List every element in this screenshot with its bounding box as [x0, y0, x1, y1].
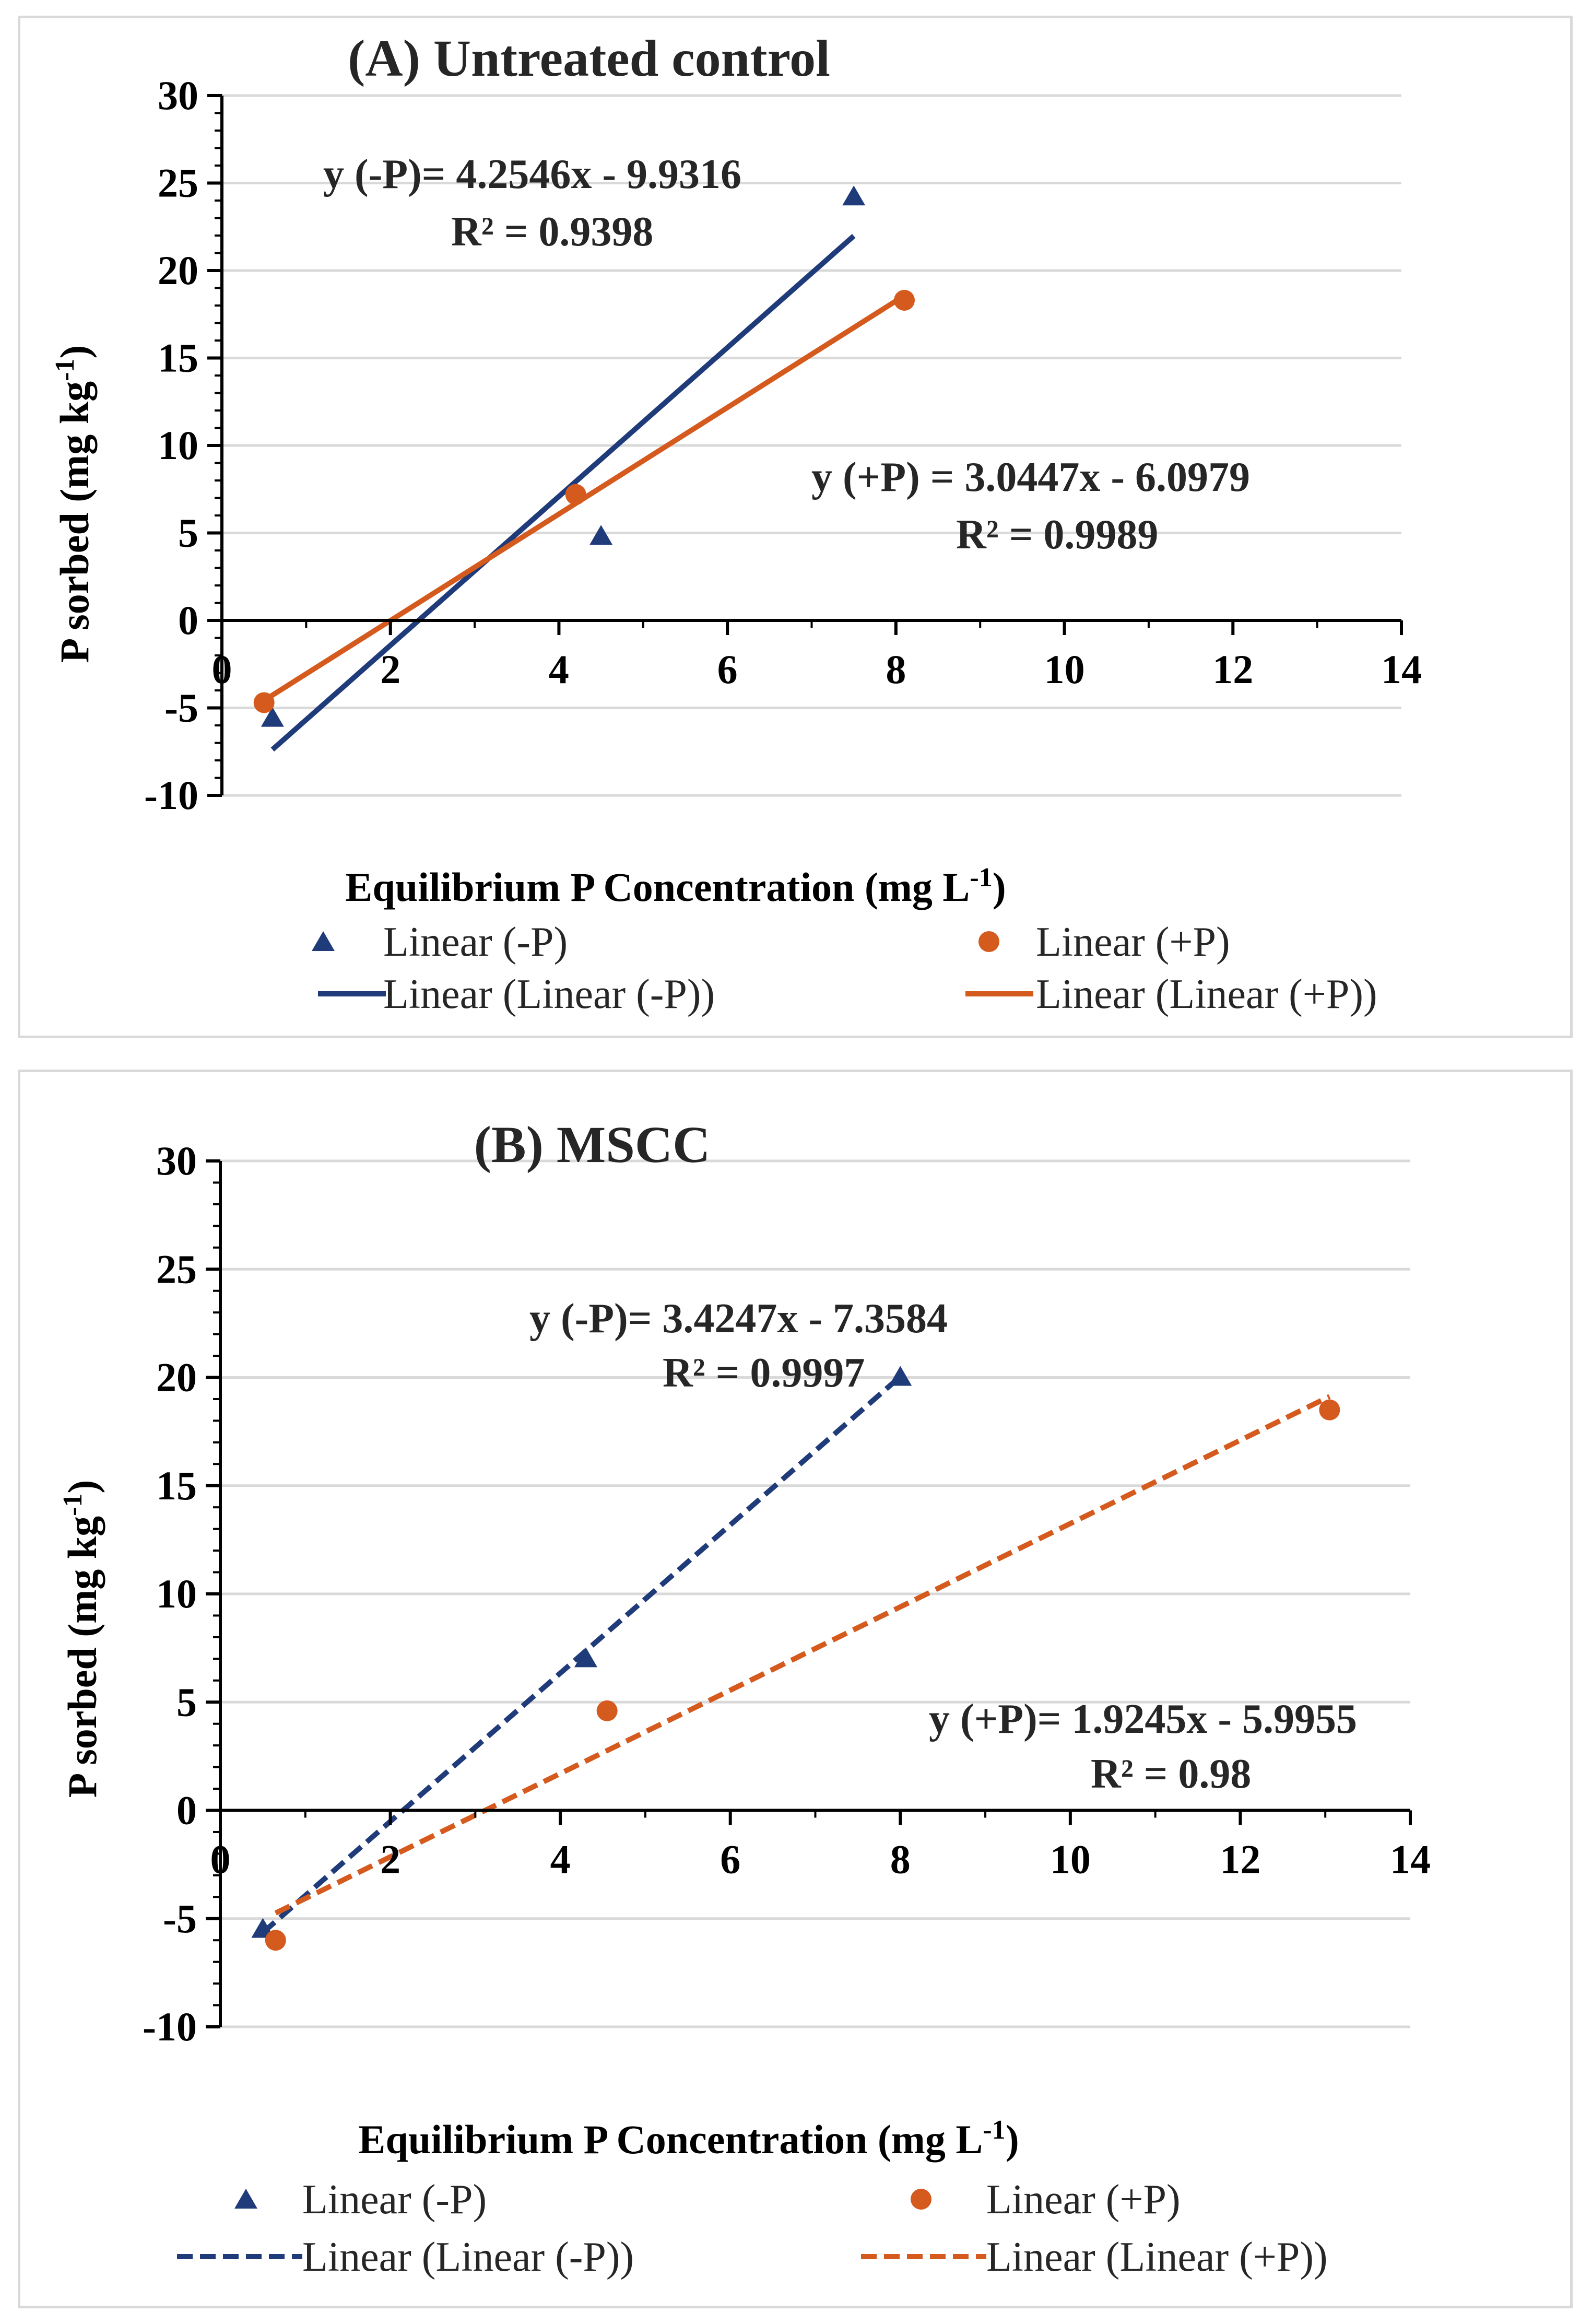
- r2-plus-p: R² = 0.9989: [956, 512, 1158, 558]
- y-axis-title: P sorbed (mg kg-1): [58, 1480, 105, 1798]
- y-tick-label: 15: [158, 335, 198, 381]
- data-point-plus-p: [253, 692, 275, 713]
- legend-marker-minus-p: [312, 931, 335, 951]
- y-tick-label: 30: [156, 1138, 197, 1183]
- points-b: [251, 1366, 1340, 1951]
- y-tick-label: 25: [156, 1246, 197, 1292]
- chart-panel-b: -10 -5 0 5 10 15 20 25 30 0 2 4 6 8 10 12 14 (B) MSCC Eq…: [18, 1070, 1573, 2308]
- data-point-minus-p: [261, 707, 284, 727]
- y-tick-label: 25: [158, 160, 198, 206]
- chart-title: (A) Untreated control: [348, 29, 830, 87]
- data-point-plus-p: [565, 484, 586, 505]
- legend-label-trend-plus-p: Linear (Linear (+P)): [986, 2234, 1328, 2280]
- data-point-plus-p: [893, 289, 915, 311]
- y-tick-label: 5: [176, 1679, 197, 1724]
- legend-label-minus-p: Linear (-P): [302, 2177, 487, 2223]
- data-point-minus-p: [574, 1647, 597, 1668]
- data-point-plus-p: [265, 1930, 286, 1951]
- legend-label-trend-plus-p: Linear (Linear (+P)): [1036, 971, 1377, 1017]
- chart-a-svg: -10 -5 0 5 10 15 20 25 30 0 2 4 6 8 10 12 14 (A) Untreat…: [50, 29, 1422, 1017]
- x-tick-label: 2: [380, 647, 400, 692]
- data-point-minus-p: [589, 525, 613, 545]
- x-axis-title: Equilibrium P Concentration (mg L-1): [345, 863, 1006, 910]
- x-tick-label: 14: [1381, 647, 1422, 692]
- x-axis-title: Equilibrium P Concentration (mg L-1): [358, 2115, 1019, 2163]
- x-tick-label: 8: [886, 647, 906, 692]
- equation-plus-p: y (+P) = 3.0447x - 6.0979: [811, 454, 1250, 500]
- trendline-plus-p: [274, 1394, 1331, 1916]
- x-tick-label: 14: [1390, 1837, 1431, 1882]
- r2-plus-p: R² = 0.98: [1091, 1751, 1251, 1797]
- data-point-plus-p: [596, 1700, 618, 1721]
- y-tick-label: 20: [156, 1355, 197, 1400]
- y-tick-label: -5: [164, 685, 198, 731]
- data-point-minus-p: [889, 1366, 912, 1386]
- x-tick-label: 10: [1044, 647, 1085, 692]
- y-axis-title: P sorbed (mg kg-1): [50, 345, 98, 663]
- y-tick-label: 5: [178, 510, 198, 556]
- data-point-plus-p: [1319, 1399, 1340, 1421]
- y-tick-label: 20: [158, 248, 198, 293]
- ticks-b: -10 -5 0 5 10 15 20 25 30 0 2 4 6 8 10 12 14: [143, 1138, 1431, 2049]
- legend-label-trend-minus-p: Linear (Linear (-P)): [302, 2234, 634, 2280]
- legend-b: Linear (-P) Linear (+P) Linear (Linear (…: [177, 2177, 1328, 2280]
- y-tick-label: 0: [178, 597, 198, 643]
- x-tick-label: 4: [549, 647, 569, 692]
- y-tick-label: 10: [156, 1571, 197, 1616]
- legend-a: Linear (-P) Linear (+P) Linear (Linear (…: [312, 919, 1377, 1017]
- legend-marker-plus-p: [978, 931, 999, 952]
- trendlines-b: [261, 1375, 1331, 1935]
- x-tick-label: 12: [1212, 647, 1253, 692]
- x-tick-label: 8: [890, 1837, 911, 1882]
- legend-label-plus-p: Linear (+P): [986, 2177, 1181, 2223]
- y-tick-label: 15: [156, 1463, 197, 1508]
- x-tick-label: 2: [380, 1837, 400, 1882]
- y-tick-label: -10: [144, 772, 198, 818]
- legend-marker-minus-p: [234, 2189, 257, 2209]
- x-tick-label: 10: [1050, 1837, 1091, 1882]
- x-tick-label: 4: [550, 1837, 571, 1882]
- x-tick-label: 6: [717, 647, 738, 692]
- grid-b: [220, 1159, 1410, 2028]
- x-tick-label: 12: [1220, 1837, 1260, 1882]
- r2-minus-p: R² = 0.9997: [663, 1350, 865, 1396]
- legend-label-trend-minus-p: Linear (Linear (-P)): [383, 971, 715, 1017]
- ticks-a: -10 -5 0 5 10 15 20 25 30 0 2 4 6 8 10 12 14: [144, 73, 1422, 818]
- x-tick-label: 0: [212, 647, 232, 692]
- chart-panel-a: -10 -5 0 5 10 15 20 25 30 0 2 4 6 8 10 12 14 (A) Untreat…: [18, 16, 1573, 1038]
- equation-minus-p: y (-P)= 3.4247x - 7.3584: [529, 1296, 948, 1342]
- y-tick-label: 0: [176, 1788, 197, 1833]
- y-tick-label: 10: [158, 422, 198, 468]
- r2-minus-p: R² = 0.9398: [451, 209, 653, 255]
- chart-title: (B) MSCC: [474, 1116, 711, 1173]
- x-tick-label: 6: [720, 1837, 740, 1882]
- trendline-minus-p: [261, 1375, 902, 1935]
- equation-plus-p: y (+P)= 1.9245x - 5.9955: [929, 1696, 1357, 1742]
- y-tick-label: 30: [158, 73, 198, 118]
- data-point-minus-p: [842, 185, 866, 206]
- y-tick-label: -10: [143, 2004, 197, 2049]
- points-a: [253, 185, 915, 727]
- legend-marker-plus-p: [911, 2189, 931, 2210]
- y-tick-label: -5: [163, 1896, 197, 1941]
- legend-label-plus-p: Linear (+P): [1036, 919, 1230, 965]
- legend-label-minus-p: Linear (-P): [383, 919, 568, 965]
- chart-b-svg: -10 -5 0 5 10 15 20 25 30 0 2 4 6 8 10 12 14 (B) MSCC Eq…: [58, 1116, 1431, 2280]
- equation-minus-p: y (-P)= 4.2546x - 9.9316: [323, 151, 741, 197]
- trendline-minus-p: [270, 233, 856, 752]
- x-tick-label: 0: [210, 1837, 231, 1882]
